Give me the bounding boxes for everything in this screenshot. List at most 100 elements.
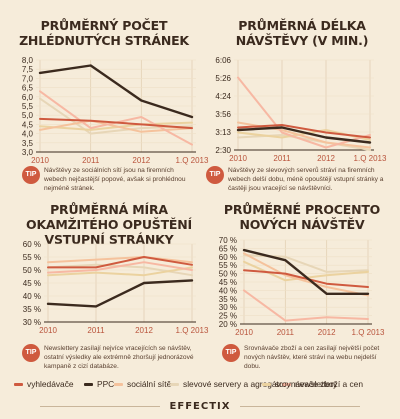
y-tick-label: 30 % <box>219 303 237 312</box>
series-line <box>242 248 370 295</box>
y-tick-label: 65 % <box>219 244 237 253</box>
y-tick-label: 25 % <box>219 312 237 321</box>
tip-badge: TIP <box>206 166 224 184</box>
legend: vyhledávače PPC sociální sítě slevové se… <box>14 377 394 391</box>
y-tick-label: 55 % <box>23 253 41 262</box>
legend-swatch <box>262 383 271 386</box>
y-tick-label: 5:26 <box>215 74 231 83</box>
x-tick-label: 2011 <box>273 154 291 163</box>
legend-swatch <box>282 383 291 386</box>
y-tick-label: 6:06 <box>215 56 231 65</box>
x-tick-label: 1.Q 2013 <box>176 326 209 335</box>
x-tick-label: 2011 <box>277 328 295 337</box>
y-tick-label: 50 % <box>219 270 237 279</box>
legend-label: vyhledávače <box>27 379 74 389</box>
y-tick-label: 3:56 <box>215 110 231 119</box>
x-tick-label: 2010 <box>229 154 247 163</box>
legend-label: srovnávače zboží a cen <box>275 379 363 389</box>
x-tick-label: 2010 <box>31 156 49 165</box>
tip-text: Newslettery zasílají nejvíce vracejících… <box>44 345 194 370</box>
legend-swatch <box>14 383 23 386</box>
y-tick-label: 40 % <box>23 292 41 301</box>
y-tick-label: 6,5 <box>22 84 34 93</box>
y-tick-label: 4,0 <box>22 130 34 139</box>
legend-swatch <box>84 383 93 386</box>
y-tick-label: 2:30 <box>215 146 231 155</box>
x-tick-label: 2012 <box>317 154 335 163</box>
x-tick-label: 2011 <box>82 156 100 165</box>
legend-swatch <box>170 383 179 386</box>
x-tick-label: 2010 <box>39 326 57 335</box>
y-tick-label: 7,0 <box>22 74 34 83</box>
y-tick-label: 55 % <box>219 261 237 270</box>
y-tick-label: 30 % <box>23 318 41 327</box>
y-tick-label: 7,5 <box>22 65 34 74</box>
y-tick-label: 4:24 <box>215 92 231 101</box>
y-tick-label: 20 % <box>219 320 237 329</box>
y-tick-label: 40 % <box>219 286 237 295</box>
series-line <box>237 76 371 149</box>
brand-logo: EFFECTIX <box>169 401 231 412</box>
legend-label: PPC <box>97 379 115 389</box>
series-line <box>47 261 193 274</box>
legend: srovnávače zboží a cen <box>262 379 394 405</box>
series-line <box>39 117 193 130</box>
tip-note: TIP Newslettery zasílají nejvíce vracejí… <box>22 344 198 370</box>
tip-note: TIP Návštěvy ze sociálních sítí jsou na … <box>22 166 192 192</box>
chart-title: PRŮMĚRNÝ POČET ZHLÉDNUTÝCH STRÁNEK <box>19 18 189 48</box>
y-tick-label: 70 % <box>219 236 237 245</box>
x-tick-label: 1.Q 2013 <box>354 154 387 163</box>
series-line <box>243 269 369 288</box>
series-line <box>39 90 193 146</box>
series-line <box>243 289 369 322</box>
x-tick-label: 2010 <box>235 328 253 337</box>
series-line <box>237 124 371 139</box>
y-tick-label: 6,0 <box>22 93 34 102</box>
brand-rule <box>40 406 160 407</box>
y-tick-label: 5,0 <box>22 111 34 120</box>
legend-label: sociální sítě <box>127 379 172 389</box>
series-line <box>38 64 194 119</box>
tip-text: Srovnávače zboží a cen zasílají největší… <box>244 345 380 370</box>
series-line <box>47 256 193 269</box>
y-tick-label: 45 % <box>219 278 237 287</box>
y-tick-label: 8,0 <box>22 56 34 65</box>
tip-text: Návštěvy ze sociálních sítí jsou na fire… <box>44 167 186 192</box>
chart-title: PRŮMĚRNÁ MÍRA OKAMŽITÉHO OPUŠTĚNÍ VSTUPN… <box>26 202 192 247</box>
y-tick-label: 35 % <box>23 305 41 314</box>
x-tick-label: 2011 <box>87 326 105 335</box>
y-tick-label: 60 % <box>23 240 41 249</box>
y-tick-label: 5,5 <box>22 102 34 111</box>
x-tick-label: 2012 <box>318 328 336 337</box>
legend-swatch <box>114 383 123 386</box>
x-tick-label: 1.Q 2013 <box>176 156 209 165</box>
chart-title: PRŮMĚRNÁ DÉLKA NÁVŠTĚVY (V MIN.) <box>235 18 369 48</box>
series-line <box>236 126 372 144</box>
tip-badge: TIP <box>22 344 40 362</box>
tip-note: TIP Návštěvy ze slevových serverů stráví… <box>206 166 394 192</box>
tip-text: Návštěvy ze slevových serverů stráví na … <box>228 167 384 192</box>
x-tick-label: 2012 <box>132 156 150 165</box>
x-tick-label: 1.Q 2013 <box>352 328 385 337</box>
series-line <box>47 266 193 277</box>
legend-label: newslettery <box>295 379 338 389</box>
y-tick-label: 3,5 <box>22 139 34 148</box>
y-tick-label: 3:13 <box>215 128 231 137</box>
y-tick-label: 3,0 <box>22 148 34 157</box>
tip-badge: TIP <box>22 166 40 184</box>
y-tick-label: 45 % <box>23 279 41 288</box>
tip-badge: TIP <box>222 344 240 362</box>
series-line <box>243 252 369 297</box>
y-tick-label: 60 % <box>219 253 237 262</box>
series-line <box>237 134 371 151</box>
legend-label: slevové servery a agregátory <box>183 379 291 389</box>
series-line <box>46 279 194 308</box>
brand-rule <box>240 406 360 407</box>
y-tick-label: 4,5 <box>22 120 34 129</box>
chart-title: PRŮMĚRNÉ PROCENTO NOVÝCH NÁVŠTĚV <box>223 202 381 232</box>
x-tick-label: 2012 <box>135 326 153 335</box>
y-tick-label: 50 % <box>23 266 41 275</box>
y-tick-label: 35 % <box>219 295 237 304</box>
